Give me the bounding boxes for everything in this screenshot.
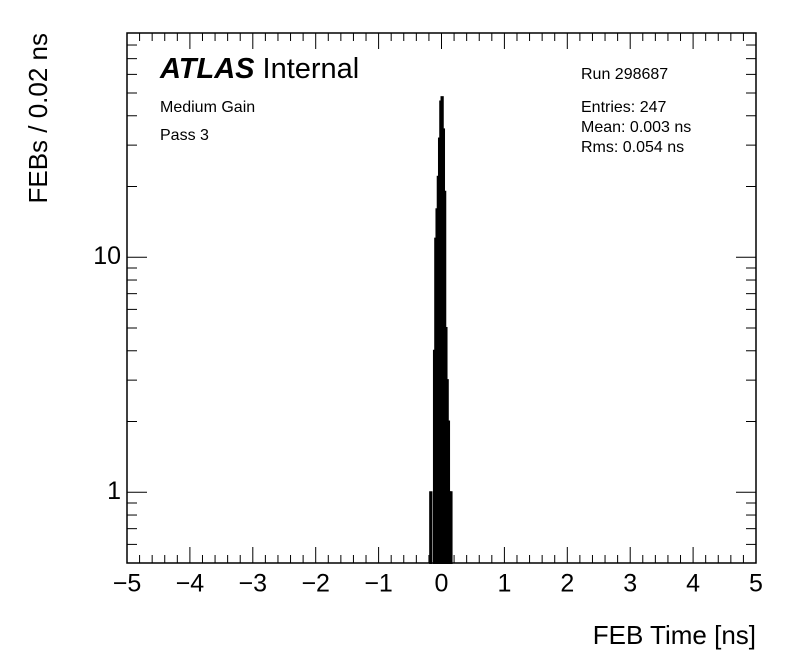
stat: Mean: 0.003 ns (581, 119, 691, 136)
brand: ATLAS (159, 53, 255, 85)
stat: Rms: 0.054 ns (581, 139, 684, 156)
x-axis-title: FEB Time [ns] (593, 620, 756, 650)
x-tick-label: 3 (623, 570, 637, 598)
note: Medium Gain (160, 99, 255, 116)
status: Internal (263, 53, 360, 85)
x-tick-label: −3 (239, 570, 268, 598)
x-tick-label: 0 (435, 570, 449, 598)
x-tick-label: 1 (497, 570, 511, 598)
x-tick-label: −4 (176, 570, 205, 598)
y-tick-label: 1 (107, 477, 121, 505)
y-axis-title: FEBs / 0.02 ns (23, 33, 53, 204)
bar (429, 491, 433, 565)
x-tick-label: 2 (560, 570, 574, 598)
x-tick-label: −2 (301, 570, 330, 598)
x-tick-label: 5 (749, 570, 763, 598)
x-tick-label: −5 (113, 570, 142, 598)
x-tick-label: 4 (686, 570, 700, 598)
run: Run 298687 (581, 66, 668, 83)
stat: Entries: 247 (581, 99, 666, 116)
bar (449, 491, 453, 565)
note: Pass 3 (160, 127, 209, 144)
x-tick-label: −1 (364, 570, 393, 598)
atlas-label: ATLAS Internal (159, 53, 359, 85)
y-tick-label: 10 (93, 242, 121, 270)
